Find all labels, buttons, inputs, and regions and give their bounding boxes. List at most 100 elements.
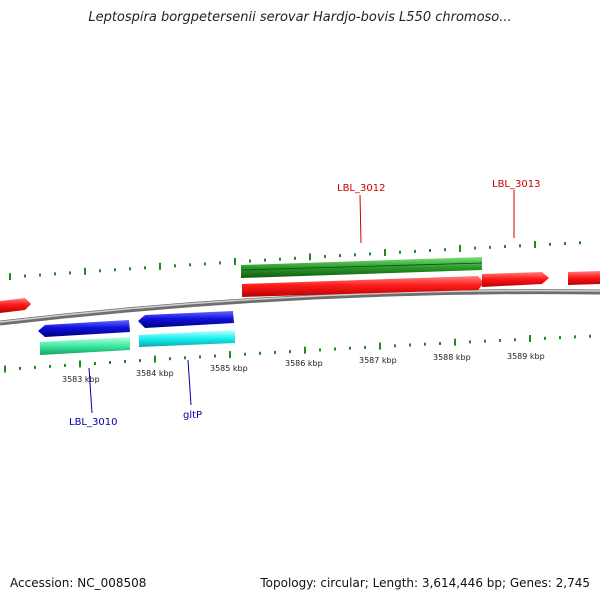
gc-mark bbox=[409, 343, 411, 347]
gc-mark bbox=[319, 348, 321, 352]
gc-mark bbox=[459, 244, 461, 252]
gc-mark bbox=[154, 355, 156, 363]
gc-mark bbox=[159, 262, 161, 270]
gc-mark bbox=[574, 335, 576, 339]
tick-label: 3588 kbp bbox=[433, 353, 471, 362]
gc-mark bbox=[279, 257, 281, 261]
gc-mark bbox=[64, 363, 66, 367]
gc-mark bbox=[444, 248, 446, 252]
gc-mark bbox=[214, 354, 216, 358]
gc-mark bbox=[514, 338, 516, 342]
gc-mark bbox=[324, 255, 326, 258]
gc-mark bbox=[579, 241, 581, 245]
gene-label-lbl3010: LBL_3010 bbox=[69, 417, 117, 428]
gc-mark bbox=[19, 366, 21, 370]
gc-mark bbox=[429, 249, 431, 252]
gc-mark bbox=[339, 254, 341, 258]
cds-reverse-arrow bbox=[38, 320, 130, 337]
accession-text: Accession: NC_008508 bbox=[10, 576, 147, 590]
cds-reverse-arrow bbox=[138, 311, 234, 328]
gc-mark bbox=[99, 269, 101, 273]
gc-mark bbox=[294, 256, 296, 260]
cds-forward-arrow bbox=[482, 272, 549, 287]
gc-mark bbox=[124, 360, 126, 363]
tick-label: 3584 kbp bbox=[136, 369, 174, 378]
cds-forward-arrow bbox=[568, 271, 600, 285]
gc-track-upper bbox=[9, 241, 581, 281]
gc-mark bbox=[469, 340, 471, 344]
gene-feature bbox=[241, 257, 482, 278]
gc-track-lower bbox=[4, 334, 591, 373]
tick-label: 3583 kbp bbox=[62, 375, 100, 384]
cds-forward-arrow bbox=[242, 276, 484, 297]
gc-mark bbox=[54, 272, 56, 276]
gene-label-lbl3012: LBL_3012 bbox=[337, 183, 385, 194]
gc-mark bbox=[189, 263, 191, 267]
gc-mark bbox=[264, 258, 266, 262]
backbone-arc bbox=[0, 289, 600, 326]
gc-mark bbox=[129, 267, 131, 271]
gc-mark bbox=[184, 356, 186, 360]
label-line-lbl3012 bbox=[359, 194, 362, 244]
gc-mark bbox=[79, 360, 81, 368]
gc-mark bbox=[399, 250, 401, 254]
gc-mark bbox=[354, 253, 356, 257]
gc-mark bbox=[489, 245, 491, 249]
gc-mark bbox=[349, 346, 351, 350]
gc-mark bbox=[309, 253, 311, 261]
tick-label: 3589 kbp bbox=[507, 352, 545, 361]
gc-mark bbox=[534, 241, 536, 248]
gc-mark bbox=[84, 267, 86, 275]
gc-mark bbox=[249, 259, 251, 263]
gc-mark bbox=[424, 342, 426, 346]
gc-mark bbox=[274, 350, 276, 354]
label-line-gltp bbox=[187, 359, 192, 406]
gc-mark bbox=[139, 359, 141, 363]
label-line-lbl3010 bbox=[88, 367, 93, 414]
tick-label: 3586 kbp bbox=[285, 359, 323, 368]
gc-mark bbox=[39, 273, 41, 277]
gc-mark bbox=[229, 351, 231, 359]
gc-mark bbox=[94, 362, 96, 365]
gc-mark bbox=[589, 334, 591, 338]
gc-mark bbox=[549, 242, 551, 246]
gc-mark bbox=[9, 273, 11, 281]
gc-mark bbox=[364, 345, 366, 349]
gc-mark bbox=[304, 346, 306, 354]
gc-mark bbox=[114, 268, 116, 272]
gc-mark bbox=[109, 361, 111, 364]
gc-mark bbox=[559, 336, 561, 340]
gc-mark bbox=[369, 252, 371, 256]
gc-mark bbox=[474, 246, 476, 250]
gene-feature bbox=[40, 337, 130, 355]
cds-forward-arrow bbox=[0, 298, 31, 313]
gc-mark bbox=[204, 262, 206, 266]
gc-mark bbox=[244, 352, 246, 356]
gc-mark bbox=[454, 338, 456, 346]
gc-mark bbox=[439, 342, 441, 345]
gc-mark bbox=[219, 261, 221, 265]
gc-mark bbox=[234, 258, 236, 265]
gc-mark bbox=[169, 357, 171, 361]
gc-mark bbox=[174, 264, 176, 268]
gc-mark bbox=[484, 339, 486, 343]
gc-mark bbox=[49, 364, 51, 368]
gc-mark bbox=[564, 242, 566, 245]
gc-mark bbox=[529, 335, 531, 342]
gc-mark bbox=[34, 365, 36, 369]
gc-mark bbox=[144, 266, 146, 270]
gc-mark bbox=[544, 336, 546, 340]
gc-mark bbox=[199, 355, 201, 359]
gc-mark bbox=[519, 244, 521, 248]
gc-mark bbox=[414, 249, 416, 253]
gc-mark bbox=[289, 350, 291, 354]
gc-mark bbox=[504, 245, 506, 248]
gc-mark bbox=[499, 339, 501, 342]
gc-mark bbox=[4, 365, 6, 373]
gc-mark bbox=[394, 344, 396, 348]
gc-mark bbox=[259, 351, 261, 355]
gc-mark bbox=[379, 342, 381, 350]
gene-label-gltp: gltP bbox=[183, 410, 202, 421]
gene-feature bbox=[139, 330, 235, 347]
